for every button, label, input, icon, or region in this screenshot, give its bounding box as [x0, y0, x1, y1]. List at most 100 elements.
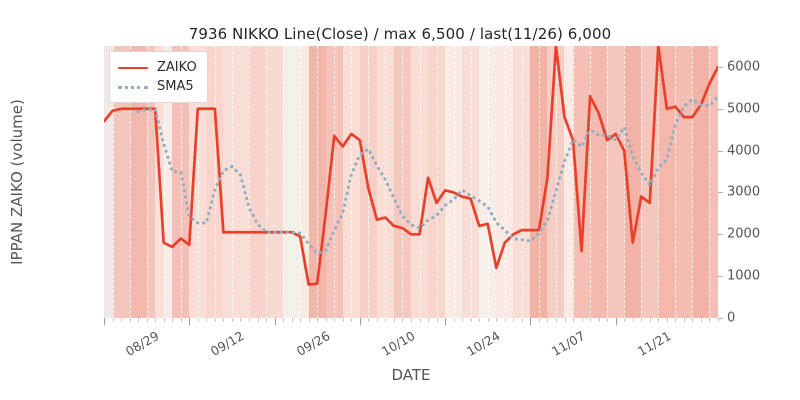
y-axis-title-text: IPPAN ZAIKO (volume): [8, 99, 27, 265]
x-tick-minor: [351, 318, 353, 322]
background-band: [172, 46, 190, 318]
gridline: [231, 46, 233, 318]
gridline: [487, 46, 489, 318]
background-band: [104, 46, 113, 318]
x-tick-label: 11/21: [634, 328, 674, 360]
x-tick-minor: [581, 318, 583, 322]
x-tick-minor: [419, 318, 421, 322]
background-band: [163, 46, 173, 318]
x-tick-minor: [641, 318, 643, 322]
gridline: [129, 46, 131, 318]
background-band: [496, 46, 514, 318]
gridline: [317, 46, 319, 318]
y-tick-label: 2000: [727, 226, 761, 242]
series-line-zaiko: [104, 46, 718, 286]
background-band: [564, 46, 574, 318]
x-tick-label: 09/12: [208, 328, 247, 360]
x-tick-minor: [564, 318, 566, 322]
gridline: [419, 46, 421, 318]
x-tick-minor: [496, 318, 498, 322]
background-band: [283, 46, 301, 318]
x-tick-minor: [573, 318, 575, 322]
background-band: [248, 46, 267, 318]
x-tick-major: [445, 318, 447, 325]
gridline: [521, 46, 523, 318]
y-tick-mark: [718, 66, 723, 68]
gridline: [146, 46, 148, 318]
gridline: [590, 46, 592, 318]
x-tick-minor: [308, 318, 310, 322]
x-tick-minor: [700, 318, 702, 322]
y-tick-label: 5000: [727, 101, 761, 117]
x-tick-minor: [598, 318, 600, 322]
series-line-sma5: [136, 94, 718, 256]
y-axis-title: IPPAN ZAIKO (volume): [0, 46, 34, 318]
legend-item-zaiko[interactable]: ZAIKO: [118, 58, 197, 77]
background-band: [376, 46, 394, 318]
x-tick-minor: [453, 318, 455, 322]
background-band: [325, 46, 343, 318]
gridline: [334, 46, 336, 318]
x-tick-minor: [666, 318, 668, 322]
gridline: [300, 46, 302, 318]
x-tick-minor: [206, 318, 208, 322]
x-tick-label: 10/24: [463, 328, 503, 360]
x-tick-minor: [718, 318, 719, 322]
y-tick-mark: [718, 234, 723, 236]
gridline: [180, 46, 182, 318]
x-tick-label: 09/26: [293, 328, 333, 360]
x-tick-minor: [334, 318, 336, 322]
y-tick-mark: [718, 150, 723, 152]
x-tick-minor: [257, 318, 259, 322]
legend-swatch-zaiko-icon: [118, 62, 148, 74]
background-bands: [104, 46, 718, 318]
background-band: [129, 46, 147, 318]
background-band: [393, 46, 411, 318]
y-tick-mark: [718, 276, 723, 278]
legend-swatch-sma5-icon: [118, 81, 148, 93]
x-tick-major: [359, 318, 361, 325]
background-band: [206, 46, 224, 318]
y-tick-label: 4000: [727, 143, 761, 159]
gridline: [248, 46, 250, 318]
x-axis-title: DATE: [391, 366, 431, 384]
legend-item-sma5[interactable]: SMA5: [118, 77, 197, 96]
gridline: [436, 46, 438, 318]
x-tick-major: [104, 318, 105, 325]
x-tick-major: [615, 318, 617, 325]
background-band: [342, 46, 360, 318]
x-tick-minor: [248, 318, 250, 322]
x-tick-minor: [658, 318, 660, 322]
x-tick-minor: [163, 318, 165, 322]
x-tick-minor: [709, 318, 711, 322]
chart-title: 7936 NIKKO Line(Close) / max 6,500 / las…: [188, 25, 612, 43]
x-tick-minor: [675, 318, 677, 322]
y-tick-label: 6000: [727, 59, 761, 75]
background-band: [223, 46, 249, 318]
x-tick-major: [530, 318, 532, 325]
gridlines: [104, 46, 718, 318]
x-tick-minor: [231, 318, 233, 322]
background-band: [709, 46, 718, 318]
x-tick-minor: [223, 318, 225, 322]
y-tick-label: 3000: [727, 184, 761, 200]
legend[interactable]: ZAIKO SMA5: [109, 51, 208, 103]
gridline: [351, 46, 353, 318]
x-tick-minor: [547, 318, 549, 322]
y-axis: 0 1000 2000 3000 4000 5000 6000: [718, 46, 798, 326]
legend-label-zaiko: ZAIKO: [157, 60, 197, 75]
x-tick-minor: [385, 318, 387, 322]
x-tick-minor: [214, 318, 216, 322]
background-band: [573, 46, 591, 318]
x-tick-minor: [393, 318, 395, 322]
y-tick-mark: [718, 108, 723, 110]
x-tick-minor: [624, 318, 626, 322]
gridline: [214, 46, 216, 318]
series-layer: [104, 46, 718, 286]
legend-label-sma5: SMA5: [157, 79, 194, 94]
background-band: [266, 46, 284, 318]
gridline: [266, 46, 268, 318]
x-tick-minor: [683, 318, 685, 322]
background-band: [624, 46, 642, 318]
